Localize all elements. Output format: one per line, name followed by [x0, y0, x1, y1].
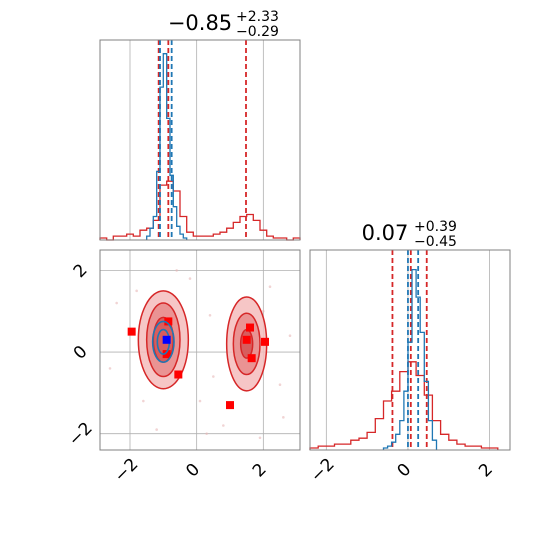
scatter-point: [268, 285, 272, 289]
x-tick-label: −2: [307, 455, 339, 487]
top-title-median: −0.85: [168, 11, 232, 35]
scatter-point: [262, 309, 265, 313]
marginal-histogram-y-panel: 0.07 +0.39 −0.45 −2 0 2: [307, 219, 511, 487]
scatter-point: [282, 416, 285, 419]
scatter-point: [155, 428, 158, 431]
marker-red: [226, 401, 234, 410]
histogram-red-series: [99, 180, 301, 241]
histogram-blue-series: [146, 53, 188, 240]
scatter-point: [288, 334, 292, 338]
y-tick-label: 0: [70, 342, 92, 364]
marker-red: [162, 350, 171, 359]
marker-red: [247, 354, 256, 363]
marker-red: [127, 327, 136, 336]
contour-level-red: [239, 328, 254, 359]
marker-blue: [162, 335, 171, 344]
scatter-point: [222, 424, 225, 427]
scatter-point: [212, 375, 215, 378]
right-title-lower: −0.45: [414, 234, 457, 250]
y-tick-label: −2: [65, 418, 97, 450]
x-tick-label: 2: [249, 460, 271, 482]
x-tick-label: −2: [111, 455, 143, 487]
marker-red: [174, 370, 183, 379]
scatter-point: [278, 383, 282, 386]
scatter-point: [175, 269, 178, 272]
right-title-median: 0.07: [362, 221, 409, 245]
panel-frame: [99, 39, 301, 241]
scatter-point: [188, 277, 192, 280]
marker-red: [261, 337, 269, 346]
histogram-blue-series: [382, 268, 438, 450]
right-title-upper: +0.39: [414, 219, 457, 235]
scatter-point: [198, 399, 202, 403]
marker-red: [164, 317, 173, 326]
x-tick-label: 2: [475, 460, 497, 482]
panel-frame: [99, 249, 301, 451]
histogram-red-series: [309, 361, 499, 450]
panel-frame: [309, 249, 511, 451]
top-panel-title: −0.85: [168, 11, 232, 35]
x-tick-label: 0: [182, 460, 204, 482]
y-tick-label: 2: [70, 260, 92, 282]
contour-level-blue: [151, 320, 175, 364]
scatter-point: [205, 432, 208, 435]
marker-red: [246, 323, 254, 332]
scatter-point: [258, 436, 262, 440]
scatter-point: [108, 367, 112, 370]
top-title-upper: +2.33: [236, 9, 279, 25]
joint-contour-panel: −2 0 2 −2 0 2: [65, 249, 301, 487]
marginal-histogram-x-panel: −0.85 +2.33 −0.29: [99, 9, 301, 241]
marker-red: [242, 335, 251, 344]
right-panel-title: 0.07: [362, 221, 409, 245]
scatter-point: [142, 399, 145, 403]
scatter-point: [135, 289, 138, 293]
top-title-lower: −0.29: [236, 24, 279, 40]
scatter-point: [115, 301, 118, 305]
scatter-point: [208, 314, 212, 317]
x-tick-label: 0: [394, 460, 416, 482]
